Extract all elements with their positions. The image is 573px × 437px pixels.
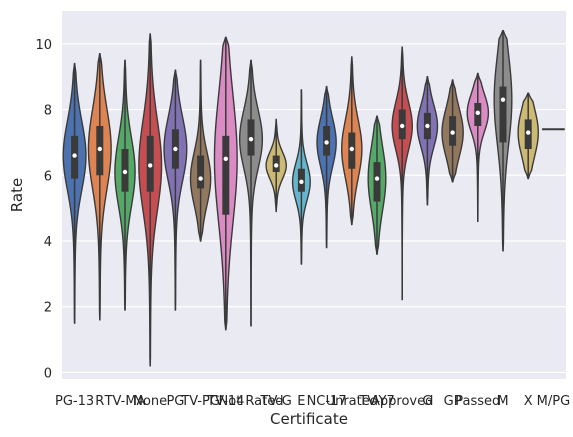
violin-unrated [341,56,363,226]
violin-e [291,89,311,265]
violin-pg-13 [62,62,87,324]
x-tick-label: M/PG [537,394,571,409]
violin-median [122,169,128,175]
y-tick-label: 10 [35,38,52,53]
x-tick-label: TV-MA [104,394,146,409]
x-tick-label: TV-Y7 [358,394,394,409]
violin-iqr-box [197,155,205,189]
violin-tv-ma [114,59,136,311]
y-tick-label: 4 [44,235,52,250]
x-tick-label: PG [166,394,184,409]
violin-median [173,146,178,152]
violin-iqr-box [499,86,507,143]
violin-median [72,153,77,158]
x-axis-label: Certificate [270,410,348,428]
violin-median [475,110,480,116]
violin-median [324,140,329,145]
violin-x [517,92,539,180]
x-tick-label: Approved [371,394,433,409]
violin-tv-pg [189,59,212,242]
x-tick-label: GP [444,394,462,409]
violin-tv-14 [213,36,238,331]
violin-median [97,146,103,152]
violin-median [198,176,203,181]
violin-tv-y7 [367,115,387,255]
violin-median [400,123,405,129]
violin-pg [163,69,188,311]
violin-median [526,130,531,135]
x-tick-label: E [297,394,305,409]
x-tick-label: TV-G [260,394,292,409]
x-tick-label: X [524,394,533,409]
violin-median [274,163,279,168]
x-tick-label: R [95,394,104,409]
x-tick-label: None [133,394,167,409]
y-tick-label: 8 [44,104,52,119]
x-tick-label: NC-17 [307,394,347,409]
y-tick-labels: 0 2 4 6 8 10 [35,38,52,382]
violin-iqr-box [222,135,230,215]
violin-median [425,123,430,129]
x-tick-label: TV-14 [206,394,244,409]
violin-median [148,163,153,168]
x-tick-label: TV-PG [180,394,220,409]
violin-tv-g [265,118,287,213]
violin-not-rated [238,59,264,327]
x-tick-label: Unrated [326,394,378,409]
y-tick-label: 0 [44,366,52,381]
x-tick-label: PG-13 [55,394,94,409]
x-tick-label: Not Rated [219,394,284,409]
violin-iqr-box [373,162,381,202]
violin-none [138,33,163,367]
violin-median [349,146,354,152]
violin-median [248,136,254,142]
violin-approved [391,46,413,301]
violin-passed [466,72,490,222]
violin-median [500,97,506,102]
violin-nc-17 [316,85,337,249]
violin-g [416,76,439,206]
x-tick-label: G [422,394,432,409]
y-tick-label: 6 [44,169,52,184]
violin-median [374,176,380,181]
violin-gp [441,79,464,183]
violin-median [299,179,304,185]
violin-median [450,130,455,135]
x-tick-label: Passed [455,394,500,409]
x-tick-label: M [497,394,508,409]
violin-r [87,53,112,321]
y-axis-label: Rate [8,178,26,212]
violin-m [493,30,513,252]
y-tick-label: 2 [44,301,52,316]
violin-median [223,156,228,162]
plot-background [62,11,566,379]
violins [62,30,565,367]
